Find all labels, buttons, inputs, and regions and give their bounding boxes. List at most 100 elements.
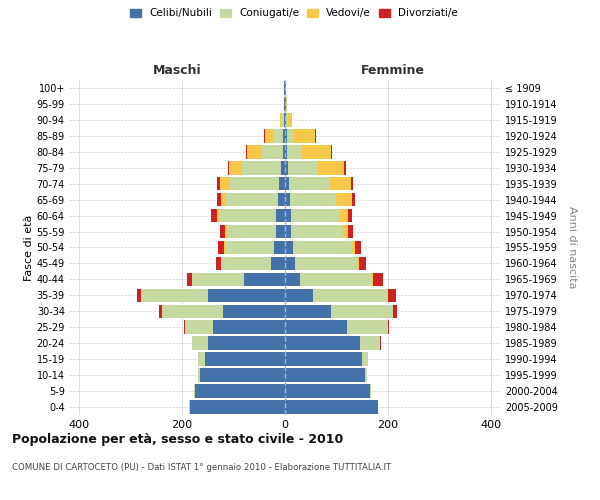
Bar xyxy=(287,145,302,158)
Bar xyxy=(193,272,244,286)
Bar xyxy=(137,288,141,302)
Bar xyxy=(223,304,285,318)
Bar xyxy=(226,225,227,238)
Bar xyxy=(194,384,195,398)
Bar xyxy=(348,209,352,222)
Bar xyxy=(279,177,285,190)
Bar xyxy=(285,161,287,174)
Bar xyxy=(285,352,362,366)
Bar xyxy=(159,304,161,318)
Legend: Celibi/Nubili, Coniugati/e, Vedovi/e, Divorziati/e: Celibi/Nubili, Coniugati/e, Vedovi/e, Di… xyxy=(127,5,461,21)
Bar xyxy=(265,129,273,142)
Bar xyxy=(276,225,285,238)
Bar xyxy=(285,400,377,414)
Bar xyxy=(222,256,271,270)
Bar xyxy=(213,320,285,334)
Bar xyxy=(224,240,225,254)
Bar xyxy=(193,336,208,350)
Bar xyxy=(343,225,348,238)
Bar xyxy=(274,240,285,254)
Text: Maschi: Maschi xyxy=(152,64,202,77)
Bar xyxy=(290,193,337,206)
Bar xyxy=(195,384,285,398)
Y-axis label: Anni di nascita: Anni di nascita xyxy=(568,206,577,288)
Bar xyxy=(370,384,371,398)
Bar xyxy=(313,288,388,302)
Bar xyxy=(242,161,281,174)
Bar xyxy=(291,209,340,222)
Bar xyxy=(359,256,366,270)
Bar xyxy=(271,256,285,270)
Bar xyxy=(293,240,352,254)
Bar xyxy=(285,129,287,142)
Bar xyxy=(285,145,287,158)
Bar xyxy=(217,193,221,206)
Bar xyxy=(288,113,292,126)
Text: COMUNE DI CARTOCETO (PU) - Dati ISTAT 1° gennaio 2010 - Elaborazione TUTTITALIA.: COMUNE DI CARTOCETO (PU) - Dati ISTAT 1°… xyxy=(12,462,391,471)
Bar xyxy=(187,272,192,286)
Bar xyxy=(294,129,315,142)
Bar xyxy=(197,352,205,366)
Text: Popolazione per età, sesso e stato civile - 2010: Popolazione per età, sesso e stato civil… xyxy=(12,432,343,446)
Bar xyxy=(217,209,219,222)
Bar xyxy=(220,225,226,238)
Bar xyxy=(230,177,279,190)
Bar xyxy=(362,352,368,366)
Y-axis label: Fasce di età: Fasce di età xyxy=(23,214,34,280)
Bar xyxy=(218,240,224,254)
Bar xyxy=(197,368,200,382)
Bar xyxy=(344,161,346,174)
Bar xyxy=(393,304,397,318)
Bar xyxy=(285,113,286,126)
Bar xyxy=(357,256,359,270)
Bar xyxy=(276,209,285,222)
Bar xyxy=(244,272,285,286)
Bar xyxy=(359,336,380,350)
Bar xyxy=(273,129,283,142)
Bar xyxy=(302,145,331,158)
Bar xyxy=(355,240,361,254)
Bar xyxy=(281,161,285,174)
Bar xyxy=(285,225,291,238)
Bar xyxy=(285,193,290,206)
Bar xyxy=(284,113,285,126)
Bar xyxy=(283,145,285,158)
Bar xyxy=(221,193,226,206)
Bar xyxy=(247,145,262,158)
Bar xyxy=(285,336,359,350)
Bar xyxy=(190,400,285,414)
Bar xyxy=(331,304,393,318)
Bar xyxy=(262,145,283,158)
Bar xyxy=(229,161,242,174)
Bar xyxy=(285,288,313,302)
Bar xyxy=(331,145,332,158)
Bar xyxy=(287,129,294,142)
Bar xyxy=(161,304,223,318)
Bar xyxy=(285,368,365,382)
Bar xyxy=(287,161,319,174)
Bar xyxy=(295,256,357,270)
Bar xyxy=(373,272,383,286)
Bar xyxy=(301,272,373,286)
Bar xyxy=(285,384,370,398)
Bar xyxy=(285,304,331,318)
Bar xyxy=(208,336,285,350)
Bar xyxy=(352,193,355,206)
Bar xyxy=(351,177,353,190)
Bar xyxy=(340,209,348,222)
Bar xyxy=(365,368,367,382)
Bar xyxy=(286,113,288,126)
Bar xyxy=(226,193,278,206)
Bar xyxy=(388,320,389,334)
Bar xyxy=(285,320,347,334)
Bar xyxy=(352,240,355,254)
Text: Femmine: Femmine xyxy=(361,64,425,77)
Bar xyxy=(285,256,295,270)
Bar xyxy=(285,240,293,254)
Bar xyxy=(282,113,284,126)
Bar xyxy=(347,320,388,334)
Bar xyxy=(289,177,330,190)
Bar xyxy=(319,161,344,174)
Bar xyxy=(285,209,291,222)
Bar xyxy=(205,352,285,366)
